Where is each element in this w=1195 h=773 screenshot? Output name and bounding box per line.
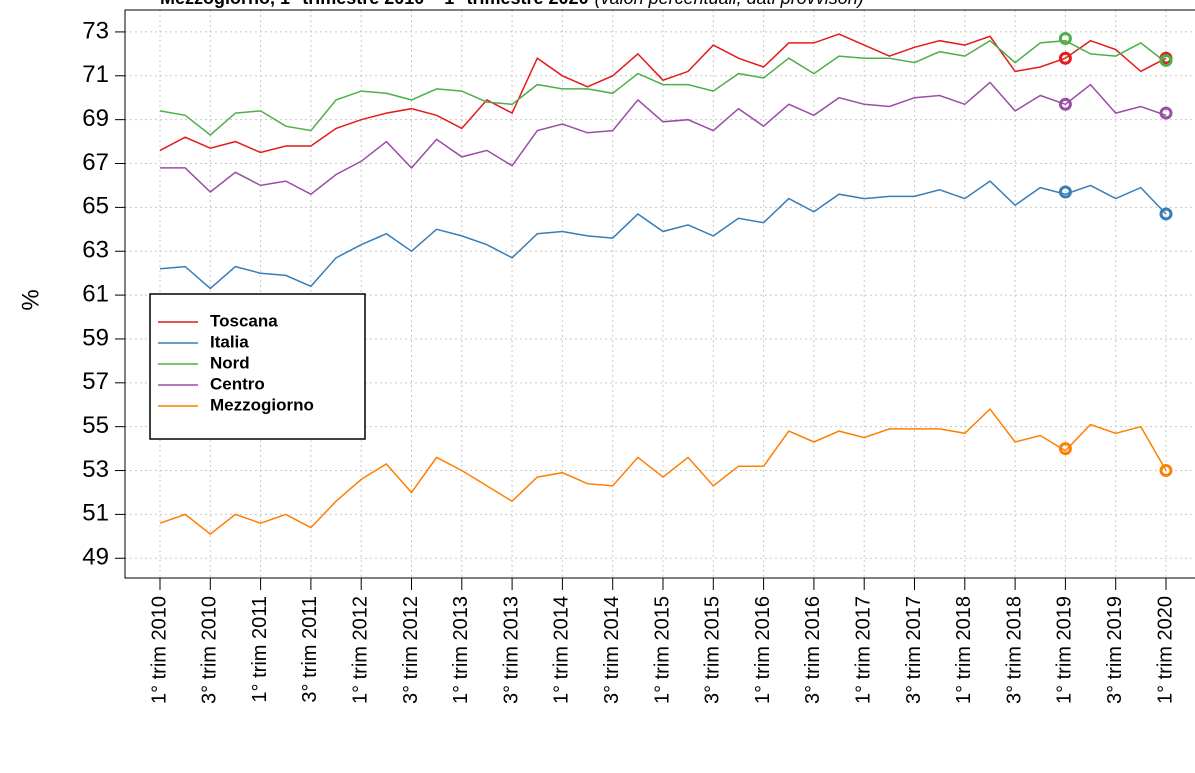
series-line: [160, 81, 1167, 196]
legend-label: Centro: [210, 374, 265, 393]
chart-title: Mezzogiorno, 1° trimestre 2010 – 1° trim…: [160, 0, 589, 8]
x-tick-label: 3° trim 2019: [1104, 596, 1126, 704]
y-tick-label: 55: [82, 412, 109, 439]
y-tick-label: 49: [82, 544, 109, 571]
y-tick-label: 73: [82, 17, 109, 44]
x-tick-label: 3° trim 2015: [702, 596, 724, 704]
x-tick-label: 3° trim 2016: [802, 596, 824, 704]
x-tick-label: 3° trim 2018: [1003, 596, 1025, 704]
plot-frame: [124, 9, 1195, 579]
legend-label: Italia: [210, 332, 249, 351]
x-tick-label: 1° trim 2018: [953, 596, 975, 704]
trend-point: [1058, 442, 1072, 456]
legend-label: Toscana: [210, 311, 278, 330]
x-tick-label: 3° trim 2012: [400, 596, 422, 704]
x-tick-label: 3° trim 2010: [199, 596, 221, 704]
x-tick-label: 1° trim 2013: [450, 596, 472, 704]
x-tick-label: 1° trim 2012: [349, 596, 371, 704]
trend-point: [1058, 97, 1072, 111]
x-tick-label: 1° trim 2017: [852, 596, 874, 704]
legend-label: Mezzogiorno: [210, 395, 314, 414]
x-tick-label: 3° trim 2017: [903, 596, 925, 704]
x-tick-label: 1° trim 2020: [1154, 596, 1176, 704]
x-tick-label: 3° trim 2011: [299, 596, 321, 703]
y-axis-label: %: [17, 289, 44, 310]
trend-point: [1159, 53, 1173, 67]
y-tick-label: 71: [82, 61, 109, 88]
y-tick-label: 63: [82, 237, 109, 264]
series-line: [159, 39, 1167, 136]
chart-subtitle: (valori percentuali, dati provvisori): [595, 0, 864, 8]
chart-title-line: Mezzogiorno, 1° trimestre 2010 – 1° trim…: [160, 0, 864, 8]
y-tick-label: 53: [82, 456, 109, 483]
legend-box: [149, 293, 366, 440]
x-tick-label: 1° trim 2010: [148, 596, 170, 704]
x-tick-label: 1° trim 2015: [651, 596, 673, 704]
trend-point: [1058, 51, 1072, 65]
trend-point: [1058, 32, 1072, 46]
y-tick-label: 59: [82, 324, 109, 351]
trend-point: [1159, 207, 1173, 221]
trend-point: [1159, 464, 1173, 478]
x-tick-label: 1° trim 2014: [551, 596, 573, 704]
y-tick-label: 57: [82, 368, 109, 395]
trend-point: [1058, 185, 1072, 199]
series-line: [159, 180, 1167, 290]
y-tick-label: 69: [82, 105, 109, 132]
legend-label: Nord: [210, 353, 250, 372]
y-tick-label: 65: [82, 193, 109, 220]
trend-point: [1159, 106, 1173, 120]
series-line: [159, 407, 1167, 536]
y-tick-label: 51: [82, 500, 109, 527]
x-tick-label: 1° trim 2011: [249, 596, 271, 703]
y-tick-label: 67: [82, 149, 109, 176]
y-tick-label: 61: [82, 280, 109, 307]
x-tick-label: 1° trim 2016: [752, 596, 774, 704]
x-tick-label: 3° trim 2013: [500, 596, 522, 704]
x-tick-label: 1° trim 2019: [1054, 596, 1076, 704]
x-tick-label: 3° trim 2014: [601, 596, 623, 704]
